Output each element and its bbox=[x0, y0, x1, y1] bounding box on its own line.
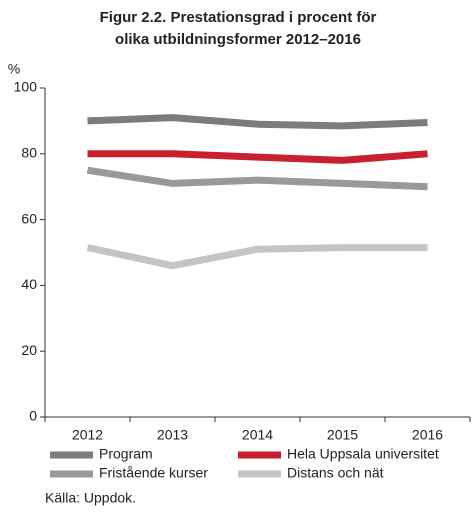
y-tick-label: 20 bbox=[21, 342, 37, 358]
legend-label: Hela Uppsala universitet bbox=[287, 446, 439, 462]
y-tick-label: 40 bbox=[21, 276, 37, 292]
source: Källa: Uppdok. bbox=[45, 490, 136, 506]
chart-title: Figur 2.2. Prestationsgrad i procent för bbox=[100, 9, 377, 26]
series-line bbox=[87, 150, 428, 164]
x-tick-label: 2014 bbox=[242, 427, 273, 443]
x-tick-label: 2012 bbox=[72, 427, 103, 443]
series-line bbox=[86, 244, 428, 270]
series-line bbox=[86, 166, 428, 191]
y-axis-label: % bbox=[8, 61, 20, 77]
x-tick-label: 2015 bbox=[327, 427, 358, 443]
series-line bbox=[87, 114, 428, 130]
y-tick-label: 60 bbox=[21, 210, 37, 226]
y-tick-label: 0 bbox=[29, 408, 37, 424]
x-tick-label: 2013 bbox=[157, 427, 188, 443]
legend-label: Fristående kurser bbox=[99, 465, 208, 481]
x-tick-label: 2016 bbox=[412, 427, 443, 443]
legend-label: Program bbox=[99, 446, 153, 462]
legend-label: Distans och nät bbox=[287, 465, 384, 481]
y-tick-label: 80 bbox=[21, 145, 37, 161]
y-tick-label: 100 bbox=[14, 79, 38, 95]
chart-title: olika utbildningsformer 2012–2016 bbox=[115, 31, 361, 48]
